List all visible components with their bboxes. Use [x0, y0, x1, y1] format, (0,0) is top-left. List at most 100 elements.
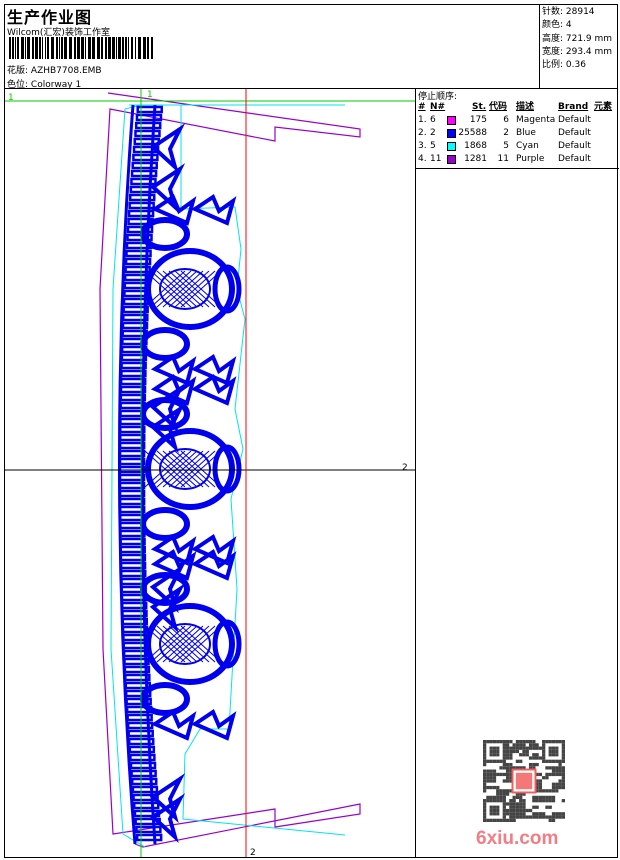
qr-module	[499, 789, 503, 793]
qr-module	[525, 808, 529, 813]
qr-module	[496, 805, 500, 809]
qr-module	[532, 740, 536, 744]
qr-module	[483, 772, 487, 777]
embroidery-band-stitch	[129, 761, 157, 770]
hatch	[156, 625, 198, 663]
qr-module	[535, 746, 539, 750]
qr-module	[502, 779, 506, 783]
petal-motif	[140, 327, 190, 361]
page-title: 生产作业图	[7, 8, 93, 27]
petal-motif	[212, 619, 242, 669]
color-swatch	[447, 142, 456, 151]
qr-module	[515, 759, 520, 763]
qr-module	[525, 740, 529, 744]
qr-module	[502, 808, 506, 813]
qr-module	[483, 812, 487, 816]
qr-module	[489, 749, 493, 754]
table-header: # N# St. 代码 描述 Brand 元素	[416, 101, 619, 114]
band-edge	[141, 104, 157, 845]
row-stitches: 1281	[464, 154, 487, 164]
qr-module	[509, 805, 513, 809]
qr-module	[505, 818, 510, 822]
stop-sequence-title: 停止顺序:	[418, 92, 458, 102]
qr-module	[505, 743, 510, 747]
leaf-motif	[149, 793, 186, 844]
col-code: 代码	[489, 102, 508, 112]
embroidery-band-stitch	[128, 745, 156, 754]
row-brand: Default	[558, 141, 591, 151]
qr-module	[548, 815, 552, 819]
qr-module	[542, 776, 546, 780]
qr-module	[548, 740, 552, 744]
qr-module	[509, 746, 513, 750]
qr-module	[483, 785, 487, 790]
qr-module	[561, 776, 565, 780]
qr-module	[522, 766, 526, 770]
qr-module	[561, 782, 565, 786]
qr-module	[502, 789, 506, 793]
embroidery-band-stitch	[132, 793, 159, 802]
qr-module	[512, 802, 516, 806]
qr-module	[555, 749, 559, 754]
page-frame	[4, 4, 618, 858]
qr-module	[558, 779, 562, 783]
qr-module	[512, 766, 516, 770]
qr-module	[499, 740, 503, 744]
company-name: Wilcom(汇宏)装饰工作室	[7, 28, 110, 38]
qr-module	[509, 756, 513, 760]
stitch-count: 针数: 28914	[542, 7, 595, 17]
qr-module	[486, 769, 490, 773]
qr-module	[538, 779, 543, 783]
embroidery-band-stitch	[118, 449, 146, 458]
barcode	[9, 37, 153, 59]
qr-module	[502, 802, 506, 806]
qr-module	[496, 818, 500, 822]
tulip-motif	[150, 194, 197, 226]
qr-module	[555, 812, 559, 816]
qr-module	[535, 779, 539, 783]
qr-module	[509, 812, 513, 816]
qr-module	[502, 812, 506, 816]
qr-module	[528, 808, 533, 813]
row-brand: Default	[558, 128, 591, 138]
qr-module	[492, 753, 497, 757]
qr-module	[505, 769, 510, 773]
embroidery-band-stitch	[121, 321, 149, 330]
qr-module	[512, 808, 516, 813]
qr-module	[505, 812, 510, 816]
qr-module	[532, 805, 536, 809]
divider	[416, 168, 619, 169]
table-row: 4. 11 1281 11 Purple Default	[416, 153, 619, 166]
barcode-bar	[131, 37, 133, 59]
qr-module	[535, 795, 539, 800]
qr-module	[522, 740, 526, 744]
qr-module	[532, 812, 536, 816]
qr-module	[492, 808, 497, 813]
qr-module	[492, 795, 497, 800]
barcode-bar	[122, 37, 124, 59]
qr-module	[492, 779, 497, 783]
embroidery-band-stitch	[128, 201, 155, 210]
qr-module	[551, 799, 556, 803]
petal-motif	[140, 572, 190, 606]
hatch	[168, 450, 210, 488]
qr-module	[489, 772, 493, 777]
qr-module	[489, 746, 493, 750]
qr-module	[502, 753, 506, 757]
qr-module	[551, 746, 556, 750]
qr-module	[519, 795, 523, 800]
qr-module	[561, 815, 565, 819]
row-needle: 6	[430, 115, 436, 125]
color-swatch	[447, 129, 456, 138]
embroidery-band-stitch	[124, 257, 152, 266]
barcode-bar	[116, 37, 117, 59]
tulip-motif	[150, 549, 197, 581]
petal-motif	[140, 507, 190, 541]
colorway: 色位: Colorway 1	[7, 77, 81, 90]
qr-module	[502, 792, 506, 796]
qr-module	[515, 815, 520, 819]
barcode-bar	[56, 37, 58, 59]
cyan-outline	[110, 104, 146, 848]
qr-module	[483, 779, 487, 783]
qr-module	[548, 753, 552, 757]
